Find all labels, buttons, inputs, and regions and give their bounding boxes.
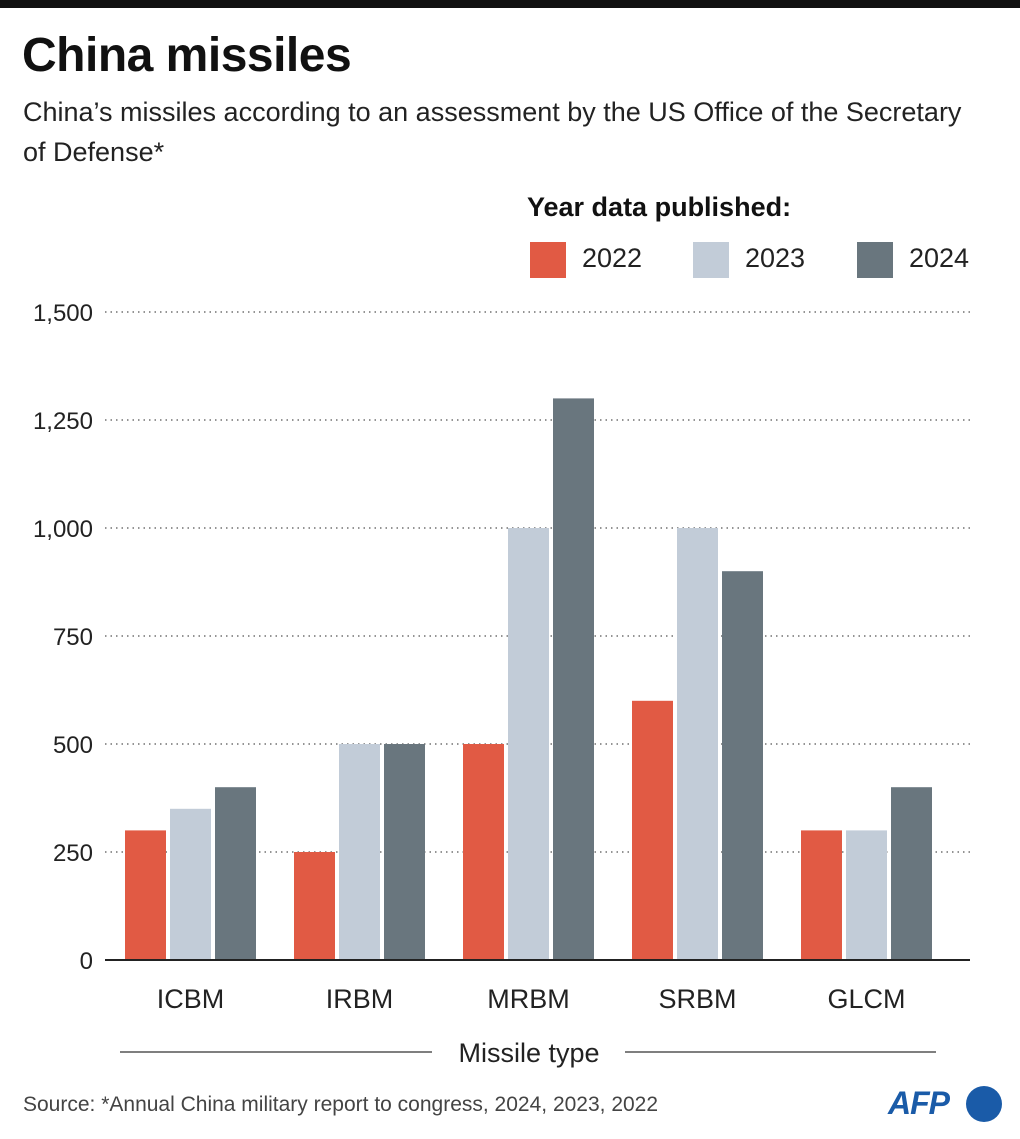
chart-title: China missiles [22, 29, 352, 82]
bar-mrbm-2023 [508, 528, 549, 960]
bar-mrbm-2024 [553, 398, 594, 960]
bar-srbm-2024 [722, 571, 763, 960]
source-note: Source: *Annual China military report to… [23, 1093, 659, 1116]
y-tick-label: 1,500 [33, 300, 93, 327]
x-axis-title: Missile type [458, 1038, 599, 1068]
bar-glcm-2024 [891, 787, 932, 960]
y-tick-label: 500 [53, 732, 93, 759]
bar-irbm-2022 [294, 852, 335, 960]
bar-layer [125, 398, 932, 960]
legend-swatch-2023 [693, 242, 729, 278]
x-category-label: SRBM [658, 984, 736, 1014]
y-tick-label: 1,250 [33, 408, 93, 435]
legend-swatch-2024 [857, 242, 893, 278]
top-rule [0, 0, 1020, 8]
y-tick-label: 250 [53, 840, 93, 867]
x-category-label: MRBM [487, 984, 570, 1014]
afp-logo-dot-icon [966, 1086, 1002, 1122]
bar-icbm-2022 [125, 830, 166, 960]
bar-irbm-2024 [384, 744, 425, 960]
bar-icbm-2023 [170, 808, 211, 960]
legend-label-2022: 2022 [582, 243, 643, 273]
x-category-label: ICBM [157, 984, 225, 1014]
bar-mrbm-2022 [463, 744, 504, 960]
afp-logo-text: AFP [888, 1085, 950, 1121]
legend-label-2024: 2024 [909, 243, 970, 273]
y-tick-label: 1,000 [33, 516, 93, 543]
bar-glcm-2022 [801, 830, 842, 960]
bar-icbm-2024 [215, 787, 256, 960]
legend-title: Year data published: [527, 192, 792, 222]
afp-logo: AFP [888, 1083, 1004, 1125]
chart-subtitle: China’s missiles according to an assessm… [23, 97, 962, 167]
bar-glcm-2023 [846, 830, 887, 960]
bar-srbm-2022 [632, 700, 673, 960]
bar-srbm-2023 [677, 528, 718, 960]
legend-label-2023: 2023 [745, 243, 806, 273]
axis-layer: 0 250 500 750 1,000 1,250 1,500 ICBM IRBM MRBM SRB… [33, 300, 970, 1068]
y-tick-label: 0 [80, 948, 93, 975]
y-tick-label: 750 [53, 624, 93, 651]
x-category-label: GLCM [827, 984, 905, 1014]
bar-irbm-2023 [339, 744, 380, 960]
x-category-label: IRBM [326, 984, 394, 1014]
legend-swatch-2022 [530, 242, 566, 278]
